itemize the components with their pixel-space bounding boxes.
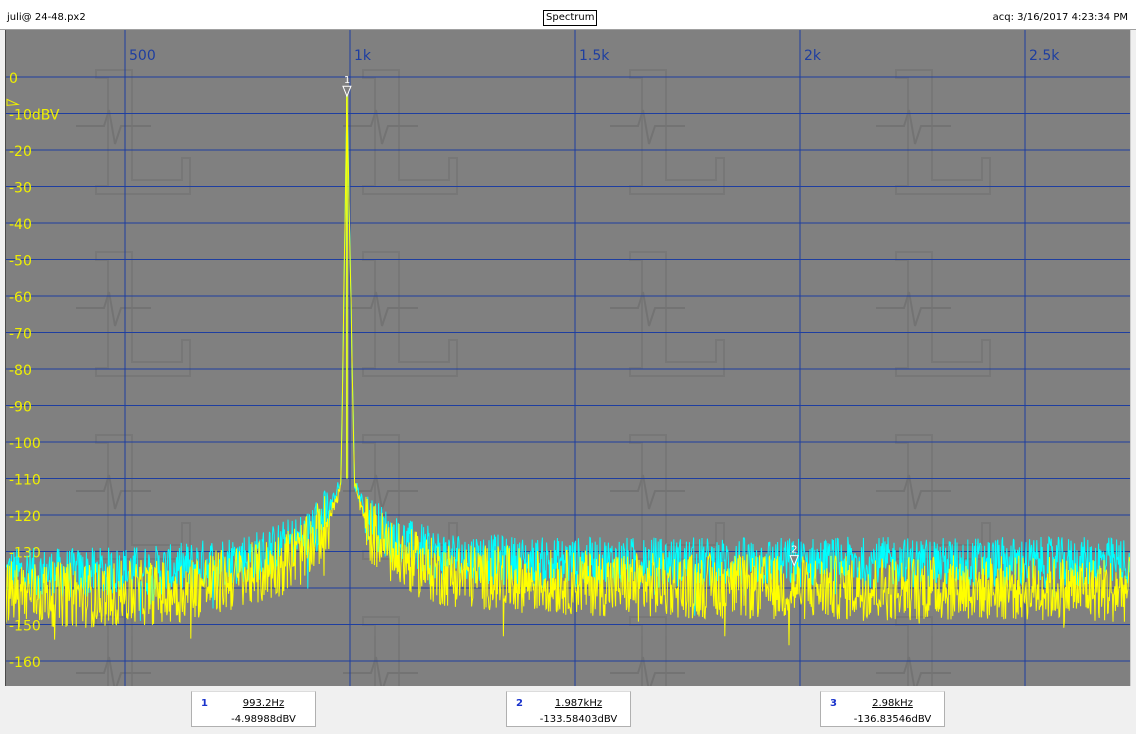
y-tick-label: -150 xyxy=(9,619,41,635)
reference-level-arrow[interactable] xyxy=(6,98,20,106)
watermark-logo-icon xyxy=(876,69,991,195)
marker-amplitude: -4.98988dBV xyxy=(231,714,296,725)
marker-2: 2 xyxy=(789,545,799,567)
marker-readout-2[interactable]: 2 1.987kHz -133.58403dBV xyxy=(506,691,631,727)
watermark-logo-icon xyxy=(876,616,951,686)
watermark-logo-icon xyxy=(343,616,418,686)
file-name: juli@ 24-48.px2 xyxy=(7,12,86,23)
markers[interactable]: 123 xyxy=(342,75,1130,577)
watermark-logo-icon xyxy=(610,69,725,195)
reference-arrow-icon xyxy=(6,98,20,106)
y-tick-label: -60 xyxy=(9,290,32,306)
y-tick-label: -30 xyxy=(9,181,32,197)
watermark-logo-icon xyxy=(876,434,991,560)
view-title-button[interactable]: Spectrum xyxy=(543,10,598,26)
marker-index: 2 xyxy=(516,698,523,709)
watermark-logo-icon xyxy=(76,434,191,560)
y-tick-label: -80 xyxy=(9,363,32,379)
marker-1: 1 xyxy=(342,75,352,98)
y-tick-label: 0 xyxy=(9,71,18,87)
x-tick-label: 2k xyxy=(804,48,822,64)
title-bar: juli@ 24-48.px2 Spectrum acq: 3/16/2017 … xyxy=(0,0,1136,30)
marker-readout-1[interactable]: 1 993.2Hz -4.98988dBV xyxy=(191,691,316,727)
marker-label: 1 xyxy=(344,75,350,86)
marker-frequency: 1.987kHz xyxy=(554,698,603,709)
y-tick-label: -100 xyxy=(9,436,41,452)
marker-frequency: 2.98kHz xyxy=(872,698,913,709)
acquisition-timestamp: acq: 3/16/2017 4:23:34 PM xyxy=(992,12,1128,23)
marker-triangle-icon xyxy=(789,555,799,567)
traces xyxy=(6,95,1130,646)
marker-index: 3 xyxy=(830,698,837,709)
x-tick-label: 1k xyxy=(354,48,372,64)
y-tick-label: -120 xyxy=(9,509,41,525)
y-tick-label: -50 xyxy=(9,254,32,270)
y-tick-label: -40 xyxy=(9,217,32,233)
watermark-logo-icon xyxy=(343,251,458,377)
y-tick-label: -110 xyxy=(9,473,41,489)
x-tick-label: 2.5k xyxy=(1029,48,1060,64)
marker-readouts: 1 993.2Hz -4.98988dBV 2 1.987kHz -133.58… xyxy=(0,686,1136,734)
y-tick-label: -90 xyxy=(9,400,32,416)
watermark-logo-icon xyxy=(76,69,191,195)
watermark-logo-icon xyxy=(76,616,151,686)
marker-readout-3[interactable]: 3 2.98kHz -136.83546dBV xyxy=(820,691,945,727)
marker-index: 1 xyxy=(201,698,208,709)
marker-amplitude: -133.58403dBV xyxy=(539,714,618,725)
y-tick-label: -10dBV xyxy=(9,108,60,124)
trace-line xyxy=(6,99,1130,646)
watermark-logo-icon xyxy=(76,251,191,377)
marker-triangle-icon xyxy=(342,85,352,98)
x-tick-label: 1.5k xyxy=(579,48,610,64)
watermark-logo-icon xyxy=(876,251,991,377)
y-axis-ticks: 0 -10dBV -20 -30 -40 -50 -60 -70 -80 -90 -100 -110 -… xyxy=(9,71,60,671)
y-tick-label: -70 xyxy=(9,327,32,343)
marker-label: 2 xyxy=(791,545,797,556)
watermark-logo-icon xyxy=(610,251,725,377)
y-tick-label: -20 xyxy=(9,144,32,160)
watermark-logo-icon xyxy=(610,616,685,686)
marker-frequency: 993.2Hz xyxy=(242,698,285,709)
y-tick-label: -160 xyxy=(9,655,41,671)
marker-amplitude: -136.83546dBV xyxy=(853,714,932,725)
watermark-logo-icon xyxy=(343,69,458,195)
watermark-logos xyxy=(76,69,991,686)
x-tick-label: 500 xyxy=(129,48,156,64)
